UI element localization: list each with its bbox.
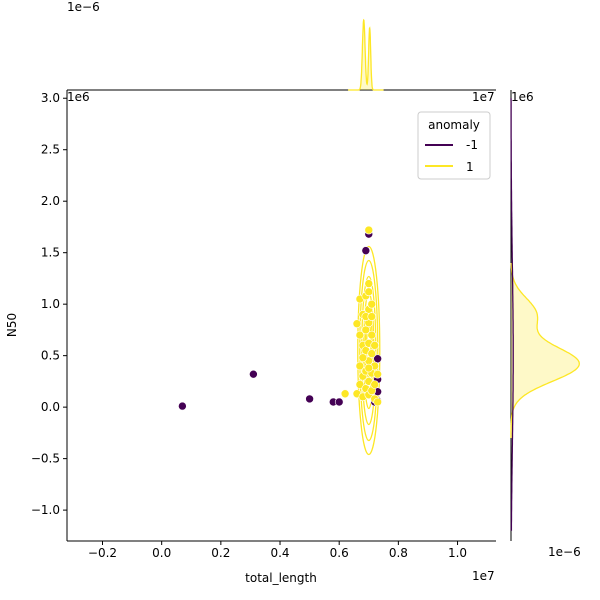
x-axis-label: total_length bbox=[245, 571, 317, 585]
x-tick-label: 0.6 bbox=[330, 546, 349, 560]
top-marginal-kde-line bbox=[348, 18, 384, 91]
y-tick-label: 0.0 bbox=[41, 400, 60, 414]
legend: anomaly -1 1 bbox=[417, 111, 491, 180]
scatter-points bbox=[178, 225, 382, 411]
legend-frame bbox=[417, 111, 491, 180]
y-axis-label: N50 bbox=[5, 313, 19, 337]
right-marginal-kde-fill bbox=[511, 262, 580, 439]
scatter-point bbox=[373, 369, 382, 379]
x-tick-label: 0.2 bbox=[211, 546, 230, 560]
scatter-point bbox=[367, 330, 377, 340]
scatter-point bbox=[178, 401, 187, 411]
scatter-point bbox=[370, 380, 379, 389]
scatter-point bbox=[352, 319, 362, 329]
scatter-point bbox=[364, 363, 374, 373]
scatter-point bbox=[334, 397, 344, 407]
scatter-point bbox=[355, 361, 365, 371]
kde-contour-line bbox=[359, 259, 379, 442]
top-marginal-right-label: 1e7 bbox=[472, 90, 495, 104]
scatter-point bbox=[361, 325, 371, 335]
scatter-point bbox=[305, 394, 314, 404]
y-tick-label: −1.0 bbox=[31, 503, 60, 517]
y-tick-label: 0.5 bbox=[41, 349, 60, 363]
x-tick-label: −0.2 bbox=[88, 546, 117, 560]
y-tick-label: 3.0 bbox=[41, 91, 60, 105]
top-marginal-kde bbox=[67, 18, 496, 91]
top-marginal-offset-label: 1e−6 bbox=[67, 0, 100, 14]
y-axis-ticks: −1.0 −0.5 0.0 0.5 1.0 1.5 2.0 2.5 3.0 bbox=[31, 91, 67, 517]
x-axis-ticks: −0.2 0.0 0.2 0.4 0.6 0.8 1.0 bbox=[88, 541, 467, 560]
x-tick-label: 0.8 bbox=[389, 546, 408, 560]
main-scatter-axes: −0.2 0.0 0.2 0.4 0.6 0.8 1.0 −1.0 −0.5 0.0 0.5 1.0… bbox=[31, 90, 496, 560]
y-tick-label: −0.5 bbox=[31, 452, 60, 466]
legend-label-neg1: -1 bbox=[466, 138, 478, 152]
right-marginal-kde-line-anomalous bbox=[510, 98, 514, 531]
scatter-point bbox=[370, 341, 379, 350]
kde-contour-line bbox=[357, 245, 381, 456]
scatter-point bbox=[364, 287, 374, 297]
x-offset-label: 1e7 bbox=[472, 569, 495, 583]
scatter-point bbox=[361, 246, 371, 255]
scatter-point bbox=[355, 380, 365, 389]
scatter-point bbox=[373, 397, 382, 407]
legend-title: anomaly bbox=[428, 118, 480, 132]
scatter-point bbox=[367, 312, 377, 321]
legend-label-1: 1 bbox=[466, 160, 474, 174]
right-marginal-top-label: 1e6 bbox=[511, 90, 534, 104]
right-marginal-kde bbox=[510, 90, 580, 541]
scatter-point bbox=[340, 389, 350, 399]
y-tick-label: 1.0 bbox=[41, 297, 60, 311]
scatter-point bbox=[358, 353, 368, 363]
y-tick-label: 2.5 bbox=[41, 143, 60, 157]
x-tick-label: 1.0 bbox=[448, 546, 467, 560]
y-offset-label: 1e6 bbox=[67, 90, 90, 104]
right-marginal-offset-label: 1e−6 bbox=[548, 545, 581, 559]
x-tick-label: 0.0 bbox=[152, 546, 171, 560]
scatter-point bbox=[364, 279, 374, 288]
x-tick-label: 0.4 bbox=[270, 546, 289, 560]
y-tick-label: 2.0 bbox=[41, 194, 60, 208]
scatter-point bbox=[355, 330, 365, 340]
scatter-point bbox=[364, 225, 374, 235]
scatter-point bbox=[373, 354, 382, 364]
y-tick-label: 1.5 bbox=[41, 246, 60, 260]
scatter-point bbox=[367, 299, 377, 309]
scatter-point bbox=[249, 369, 258, 379]
scatter-point bbox=[367, 349, 377, 358]
